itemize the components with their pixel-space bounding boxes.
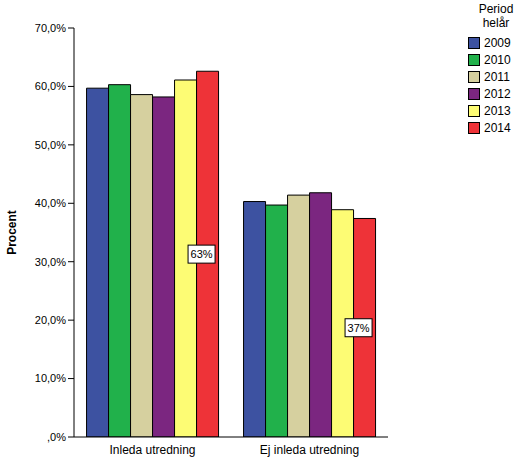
html-text:2012: 2012 [484,86,511,101]
svg-text:Inleda utredning: Inleda utredning [109,443,195,457]
svg-text:50,0%: 50,0% [35,139,66,151]
html-text:2009: 2009 [484,35,511,50]
svg-text:20,0%: 20,0% [35,314,66,326]
svg-text:60,0%: 60,0% [35,80,66,92]
svg-text:40,0%: 40,0% [35,197,66,209]
html-text:2013: 2013 [484,103,511,118]
html-text:2014: 2014 [484,120,511,135]
html-text:2010: 2010 [484,52,511,67]
html-text:2011: 2011 [484,69,510,84]
svg-text:30,0%: 30,0% [35,256,66,268]
svg-text:70,0%: 70,0% [35,22,66,34]
html-text:Period helår: Period helår [478,2,514,30]
svg-text:Procent: Procent [8,210,19,255]
svg-text:Ej inleda utredning: Ej inleda utredning [260,443,359,457]
svg-text:10,0%: 10,0% [35,372,66,384]
svg-text:63%: 63% [191,248,213,260]
svg-text:,0%: ,0% [47,431,66,443]
svg-text:37%: 37% [348,322,370,334]
